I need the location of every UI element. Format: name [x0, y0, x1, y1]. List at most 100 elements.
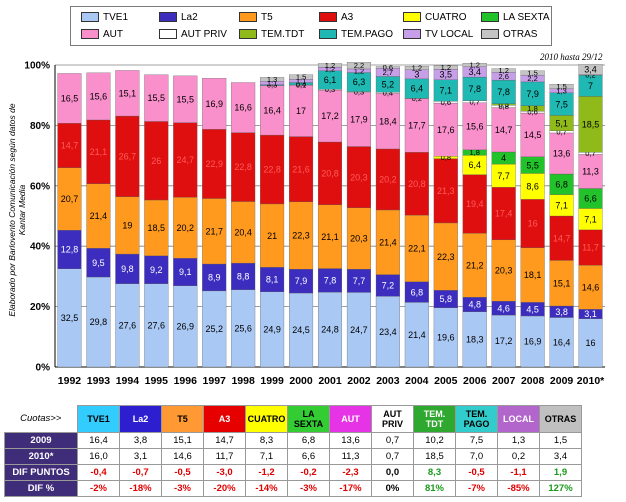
table-cell: -17% — [329, 480, 372, 497]
data-label: 17,2 — [321, 111, 339, 121]
data-label: 1,8 — [470, 148, 480, 157]
table-cell: 3,4 — [539, 448, 582, 465]
data-label: 7,1 — [440, 86, 453, 96]
bar-segment — [549, 84, 574, 90]
legend-label: CUATRO — [425, 12, 467, 23]
data-label: 16,5 — [61, 94, 79, 104]
data-label: 7,5 — [555, 99, 568, 109]
table-cell: 0% — [371, 480, 414, 497]
table-cell: -20% — [203, 480, 246, 497]
table-cell: 13,6 — [329, 432, 372, 449]
legend-item: CUATRO — [403, 11, 466, 25]
data-label: 22,8 — [263, 165, 281, 175]
data-label: 0,8 — [441, 153, 451, 162]
table-column-header: TEM. TDT — [413, 405, 456, 433]
table-cell: -0,5 — [161, 464, 204, 481]
table-column-header: OTRAS — [539, 405, 582, 433]
data-label: 20,8 — [408, 179, 426, 189]
data-label: 20,2 — [176, 223, 194, 233]
data-label: 0,6 — [441, 98, 451, 107]
bar-segment — [433, 65, 458, 70]
table-cell: -85% — [497, 480, 540, 497]
data-label: 0,8 — [296, 79, 306, 88]
legend-swatch — [481, 12, 499, 23]
table-cell: 16,0 — [77, 448, 120, 465]
data-label: 17 — [296, 106, 306, 116]
data-label: 1,2 — [412, 64, 422, 73]
data-label: 21,7 — [205, 226, 223, 236]
data-label: 17,2 — [495, 336, 513, 346]
data-label: 6,6 — [584, 194, 597, 204]
data-label: 21 — [267, 231, 277, 241]
bar-segment — [289, 74, 314, 80]
data-label: 16 — [586, 338, 596, 348]
table-row-label: 2009 — [4, 432, 78, 449]
legend-swatch — [403, 29, 421, 40]
table-cell: -3,0 — [203, 464, 246, 481]
legend-label: TVE1 — [103, 12, 129, 23]
data-label: 7,8 — [324, 275, 337, 285]
bar-segment — [491, 68, 516, 73]
data-label: 0,5 — [498, 100, 508, 109]
data-label: 13,6 — [553, 149, 571, 159]
data-label: 16,9 — [524, 337, 542, 347]
data-label: 3,4 — [468, 67, 481, 77]
data-label: 17,6 — [437, 125, 455, 135]
legend-swatch — [159, 29, 177, 40]
bar-stack: 29,8 9,5 21,4 21,1 15,6 — [86, 72, 111, 368]
data-label: 20,8 — [321, 169, 339, 179]
share-table: Cuotas>> TVE1 La2 T5 A3 CUATRO LA SEXTA AUT AUT … — [4, 405, 582, 497]
data-label: 1,2 — [470, 61, 480, 70]
legend: TVE1 La2 T5 A3 CUATRO LA SEXTA AUT AUT PRIV TEM.… — [70, 6, 552, 46]
legend-label: LA SEXTA — [503, 12, 550, 23]
y-tick-label: 20% — [30, 302, 50, 313]
data-label: 1,2 — [354, 66, 364, 75]
x-tick-label: 2005 — [434, 375, 458, 387]
table-column-header: LOCAL — [497, 405, 540, 433]
table-cell: 0,7 — [371, 448, 414, 465]
data-label: 9,1 — [179, 267, 192, 277]
table-cell: 11,7 — [203, 448, 246, 465]
data-label: 2,2 — [527, 74, 537, 83]
bar-stack: 27,6 9,8 19 26,7 15,1 — [115, 70, 140, 368]
table-column-header: CUATRO — [245, 405, 288, 433]
bar-segment — [404, 66, 429, 70]
table-row: 2009 16,4 3,8 15,1 14,7 8,3 6,8 13,6 0,7 10,2 7,5 1… — [4, 432, 582, 449]
data-label: 18,3 — [466, 335, 484, 345]
data-label: 24,9 — [263, 325, 281, 335]
table-cell: -3% — [161, 480, 204, 497]
data-label: 20,7 — [61, 194, 79, 204]
table-cell: 7,0 — [455, 448, 498, 465]
table-row: DIF % -2% -18% -3% -20% -14% -3% -17% 0% 81% -7% -8… — [4, 480, 582, 497]
table-cell: 8,3 — [245, 432, 288, 449]
data-label: 1,1 — [267, 79, 277, 88]
data-label: 8,9 — [208, 273, 221, 283]
bar-segment — [173, 75, 198, 123]
bar-stack: 19,6 5,8 22,3 21,3 0,8 17,6 0,6 7,1 3,51,2 — [433, 63, 458, 368]
data-label: 7,1 — [584, 214, 597, 224]
bar-stack: 16,4 3,8 15,1 14,7 7,1 6,8 13,6 0,75,1 7,5 1,31,5 — [549, 82, 574, 368]
table-column-header: La2 — [119, 405, 162, 433]
legend-label: T5 — [261, 12, 273, 23]
bar-stack: 17,2 4,6 20,3 17,4 7,7 4 14,7 0,80,5 7,8 2,61,2 — [491, 66, 516, 368]
x-tick-label: 2006 — [463, 375, 487, 387]
y-tick-label: 60% — [30, 181, 50, 192]
data-label: 7,2 — [382, 281, 395, 291]
data-label: 22,3 — [437, 252, 455, 262]
data-label: 1,5 — [296, 73, 306, 82]
data-label: 24,8 — [321, 325, 339, 335]
data-label: 20,4 — [234, 227, 252, 237]
table-cell: 0,2 — [497, 448, 540, 465]
x-tick-label: 1999 — [260, 375, 284, 387]
legend-item: TEM.TDT — [239, 28, 304, 42]
data-label: 15,6 — [466, 121, 484, 131]
data-label: 2,7 — [383, 68, 393, 77]
table-cell: 8,3 — [413, 464, 456, 481]
data-label: 27,6 — [119, 320, 137, 330]
data-label: 5,5 — [526, 160, 539, 170]
table-row-label: 2010* — [4, 448, 78, 465]
table-cell: 7,1 — [245, 448, 288, 465]
data-label: 6,3 — [353, 77, 366, 87]
table-cell: 16,4 — [77, 432, 120, 449]
bar-segment — [578, 64, 603, 75]
